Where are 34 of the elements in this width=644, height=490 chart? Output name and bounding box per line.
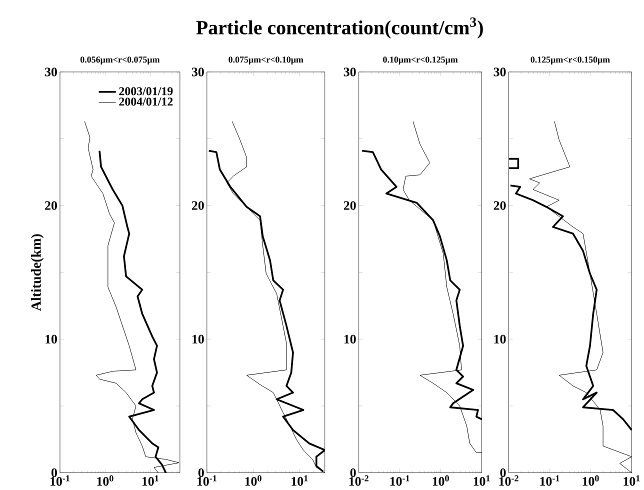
x-tick-label: 10$^{0}$ <box>582 475 599 486</box>
y-tick-label: 30 <box>45 68 57 76</box>
y-tick-label: 30 <box>192 68 204 76</box>
x-tick-label: 10$^{-1}$ <box>390 475 410 486</box>
chart-title: 0.10μm<r<0.125μm <box>383 56 458 65</box>
y-tick-label: 30 <box>344 68 356 76</box>
y-tick-label: 0 <box>350 468 356 478</box>
x-tick-label: 10$^{0}$ <box>97 475 114 486</box>
y-tick-label: 0 <box>198 468 204 478</box>
y-tick-label: 20 <box>344 201 356 210</box>
y-tick-label: 20 <box>192 201 204 210</box>
y-tick-label: 10 <box>494 334 506 344</box>
y-axis-title: Altitude(km) <box>31 234 44 312</box>
y-tick-label: 0 <box>500 468 506 478</box>
chart-title: 0.125μm<r<0.150μm <box>530 56 610 65</box>
x-tick-label: 10$^{0}$ <box>432 475 449 486</box>
y-tick-label: 0 <box>51 468 57 478</box>
x-tick-label: 10$^{1}$ <box>624 475 640 486</box>
y-tick-label: 20 <box>494 201 506 210</box>
y-tick-label: 10 <box>344 334 356 344</box>
legend-label: 2004/01/12 <box>119 98 173 106</box>
x-tick-label: 10$^{-1}$ <box>540 475 560 486</box>
x-tick-label: 10$^{1}$ <box>474 475 490 486</box>
chart-title: 0.075μm<r<0.10μm <box>228 56 304 65</box>
x-tick-label: 10$^{1}$ <box>142 475 158 486</box>
y-tick-label: 10 <box>192 334 204 344</box>
y-tick-label: 30 <box>494 68 506 76</box>
x-tick-label: 10$^{0}$ <box>245 475 262 486</box>
legend-label: 2003/01/19 <box>119 87 173 96</box>
y-tick-label: 10 <box>46 334 57 344</box>
text: Particle concentration(count/cm$^{3}$) <box>196 18 483 39</box>
y-tick-label: 20 <box>45 201 57 210</box>
x-tick-label: 10$^{1}$ <box>292 475 308 486</box>
chart-title: 0.056μm<r<0.075μm <box>80 56 160 65</box>
